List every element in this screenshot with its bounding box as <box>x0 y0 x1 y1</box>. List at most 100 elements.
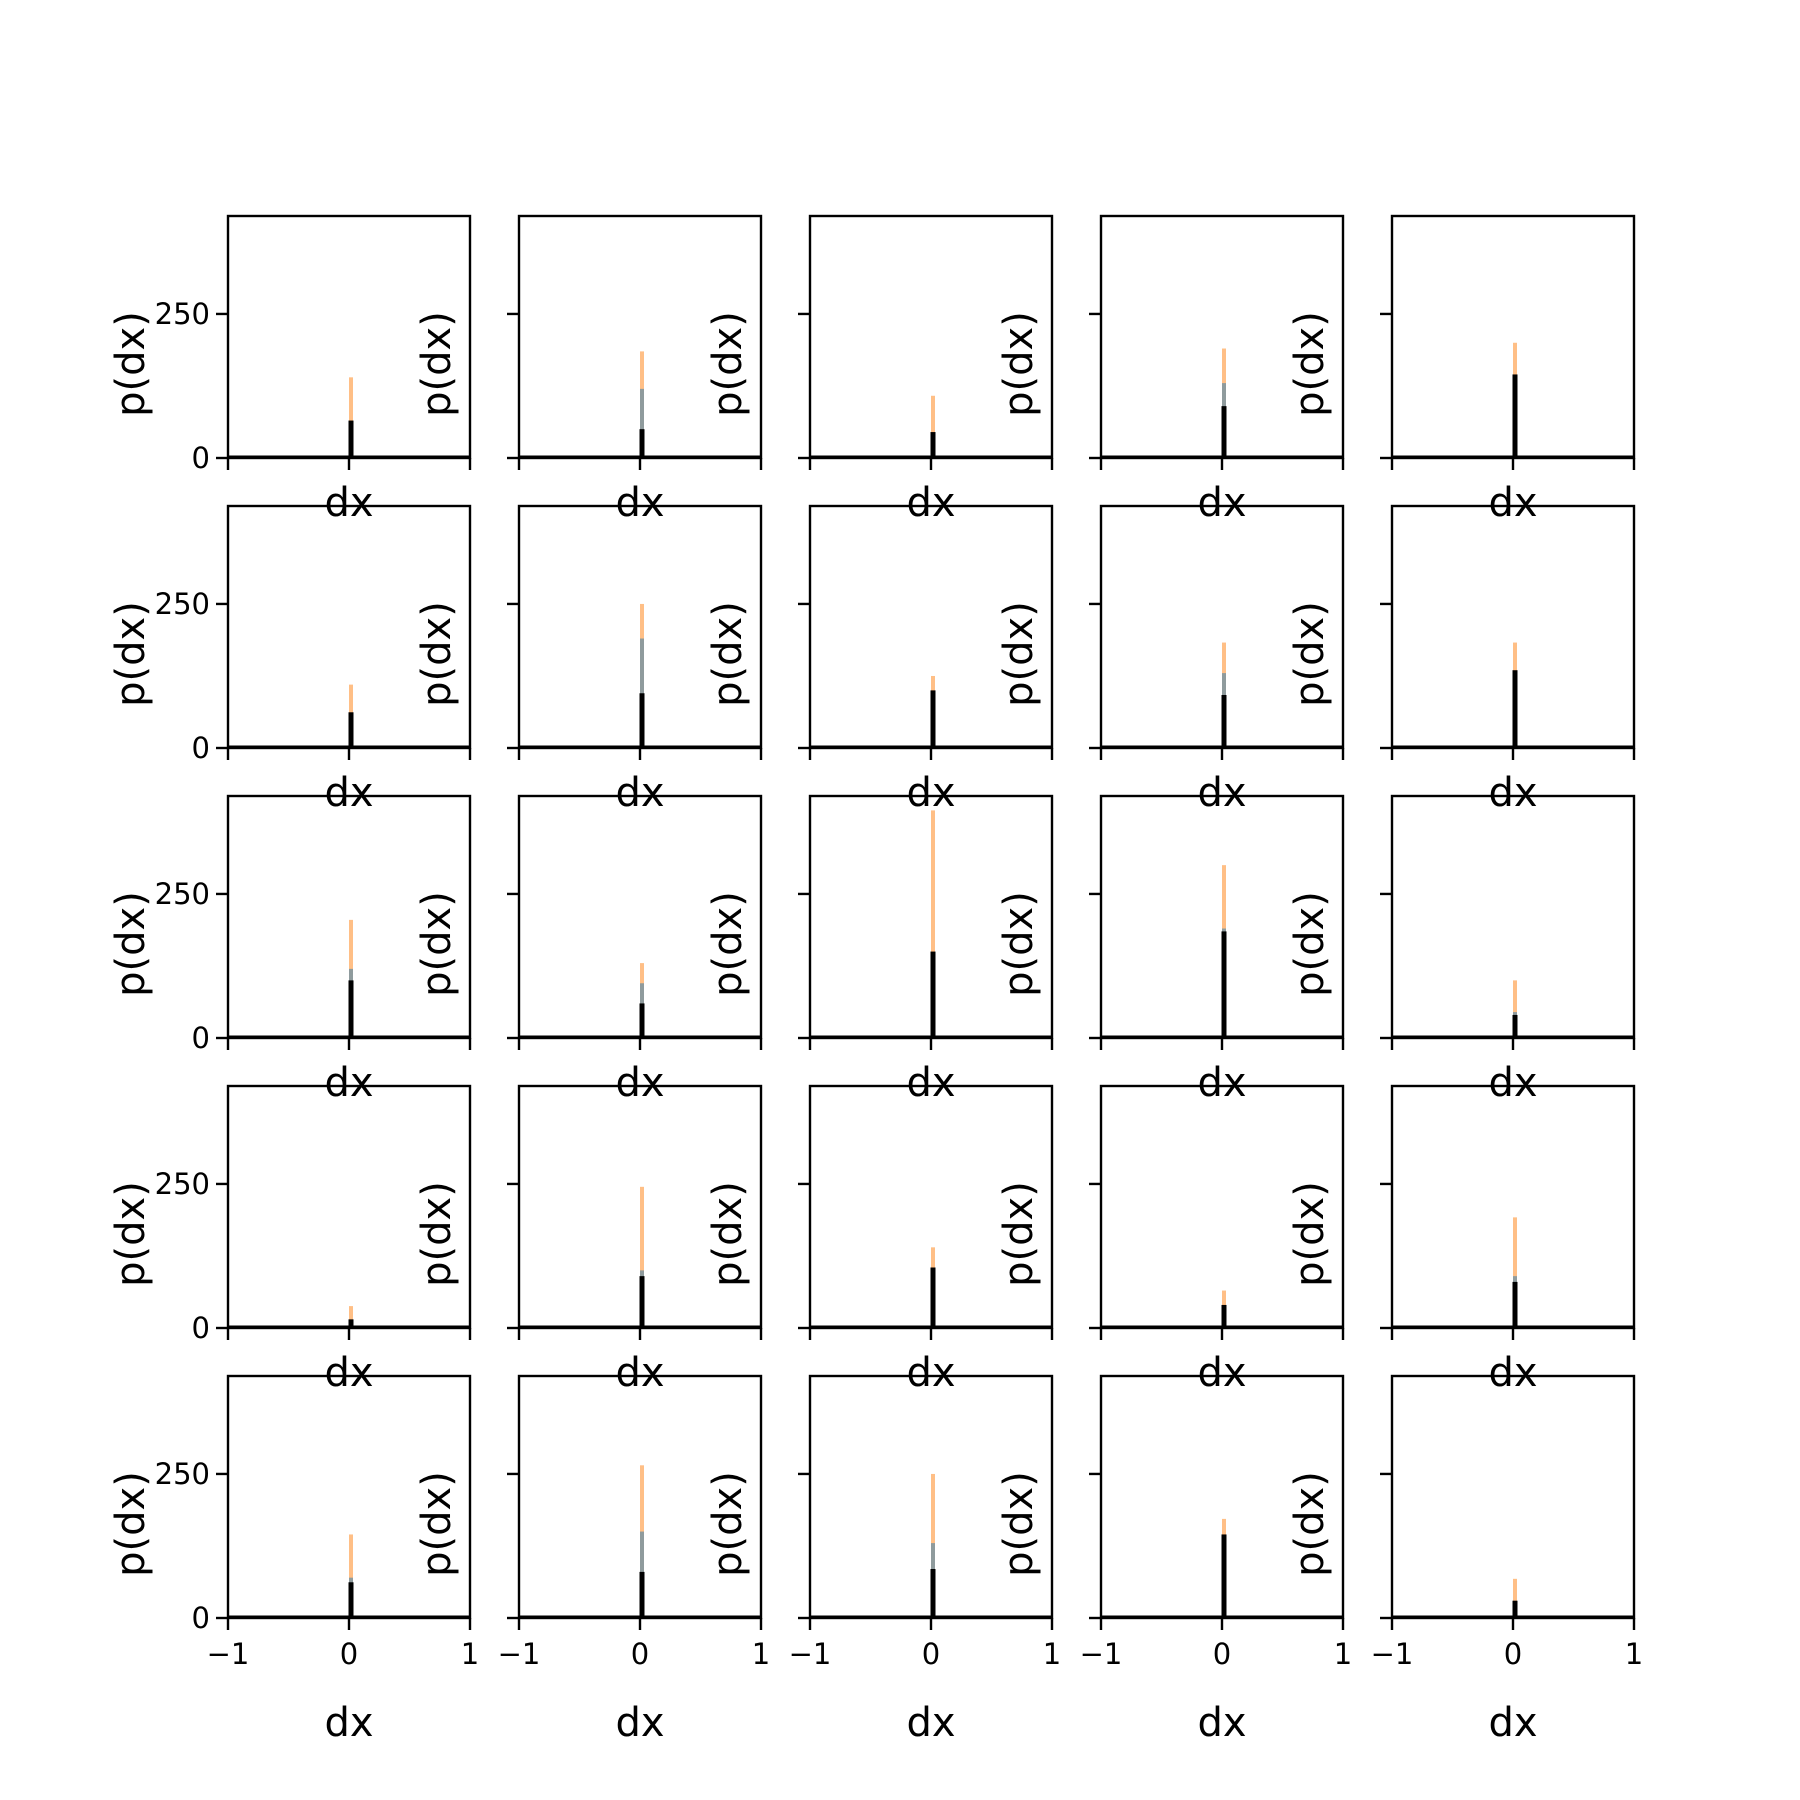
x-axis-label: dx <box>615 1350 664 1396</box>
y-axis-label: p(dx) <box>996 891 1042 997</box>
bar-orange <box>931 395 935 458</box>
x-axis-label: dx <box>1488 770 1537 816</box>
y-axis-label: p(dx) <box>1287 891 1333 997</box>
x-axis-label: dx <box>615 1060 664 1106</box>
ytick-label: 0 <box>192 1021 210 1055</box>
xtick-label: 1 <box>752 1637 770 1671</box>
subplot-2-1: 0 250 dx p(dx) <box>108 504 472 816</box>
bar-orange <box>349 1306 353 1328</box>
x-axis-label: dx <box>615 1700 664 1746</box>
subplot-2-2: dx p(dx) <box>414 504 763 816</box>
ytick-label: 250 <box>155 587 210 621</box>
xtick-label: 0 <box>922 1637 940 1671</box>
y-axis-label: p(dx) <box>108 891 154 997</box>
bar-black <box>639 1571 645 1618</box>
bar-black <box>1221 406 1227 458</box>
bar-blue <box>640 388 644 458</box>
y-axis-label: p(dx) <box>996 601 1042 707</box>
bar-orange <box>1513 980 1517 1038</box>
subplot-2-3: dx p(dx) <box>705 504 1054 816</box>
x-axis-label: dx <box>1197 1700 1246 1746</box>
xtick-label: 0 <box>340 1637 358 1671</box>
subplot-1-3: dx p(dx) <box>705 214 1054 526</box>
subplot-4-3: dx p(dx) <box>705 1084 1054 1396</box>
x-axis-label: dx <box>1197 1350 1246 1396</box>
x-axis-label: dx <box>906 1350 955 1396</box>
x-axis-label: dx <box>324 1700 373 1746</box>
x-axis-label: dx <box>324 1350 373 1396</box>
subplot-4-1: 0 250 dx p(dx) <box>108 1084 472 1396</box>
y-axis-label: p(dx) <box>414 601 460 707</box>
x-axis-label: dx <box>324 480 373 526</box>
xtick-label: 1 <box>461 1637 479 1671</box>
bar-orange <box>1513 1578 1517 1618</box>
bar-black <box>930 1569 936 1618</box>
bar-black <box>639 1003 645 1038</box>
x-axis-label: dx <box>1197 1060 1246 1106</box>
y-axis-label: p(dx) <box>1287 601 1333 707</box>
bar-black <box>639 693 645 748</box>
bar-orange <box>640 1186 644 1328</box>
bar-black <box>930 690 936 748</box>
xtick-label: −1 <box>789 1637 832 1671</box>
x-axis-label: dx <box>1197 480 1246 526</box>
bar-black <box>1512 1014 1518 1038</box>
ytick-label: 250 <box>155 1457 210 1491</box>
subplot-1-4: dx p(dx) <box>996 214 1345 526</box>
y-axis-label: p(dx) <box>996 311 1042 417</box>
y-axis-label: p(dx) <box>414 1471 460 1577</box>
bar-black <box>1512 1281 1518 1328</box>
subplot-2-4: dx p(dx) <box>996 504 1345 816</box>
bar-black <box>1512 374 1518 458</box>
bar-black <box>348 1582 354 1618</box>
y-axis-label: p(dx) <box>108 1471 154 1577</box>
x-axis-label: dx <box>324 1060 373 1106</box>
xtick-label: 0 <box>1504 1637 1522 1671</box>
subplot-3-3: dx p(dx) <box>705 794 1054 1106</box>
subplot-3-5: dx p(dx) <box>1287 794 1636 1106</box>
xtick-label: 1 <box>1043 1637 1061 1671</box>
xtick-label: −1 <box>1080 1637 1123 1671</box>
y-axis-label: p(dx) <box>1287 311 1333 417</box>
subplot-4-5: dx p(dx) <box>1287 1084 1636 1396</box>
x-axis-label: dx <box>615 770 664 816</box>
ytick-label: 250 <box>155 877 210 911</box>
ytick-label: 0 <box>192 441 210 475</box>
ytick-label: 250 <box>155 1167 210 1201</box>
bar-black <box>930 1267 936 1328</box>
bar-black <box>348 980 354 1038</box>
x-axis-label: dx <box>906 770 955 816</box>
bar-orange <box>349 377 353 458</box>
x-axis-label: dx <box>906 480 955 526</box>
subplot-5-2: −1 0 1 dx p(dx) <box>414 1374 770 1746</box>
bar-black <box>348 420 354 458</box>
y-axis-label: p(dx) <box>414 311 460 417</box>
x-axis-label: dx <box>906 1700 955 1746</box>
subplot-1-5: dx p(dx) <box>1287 214 1636 526</box>
y-axis-label: p(dx) <box>414 1181 460 1287</box>
bar-black <box>1512 670 1518 748</box>
x-axis-label: dx <box>1488 1350 1537 1396</box>
x-axis-label: dx <box>906 1060 955 1106</box>
y-axis-label: p(dx) <box>996 1471 1042 1577</box>
bar-black <box>930 951 936 1038</box>
y-axis-label: p(dx) <box>108 1181 154 1287</box>
y-axis-label: p(dx) <box>705 311 751 417</box>
subplot-5-3: −1 0 1 dx p(dx) <box>705 1374 1061 1746</box>
xtick-label: 1 <box>1334 1637 1352 1671</box>
xtick-label: −1 <box>1371 1637 1414 1671</box>
y-axis-label: p(dx) <box>108 601 154 707</box>
subplot-3-2: dx p(dx) <box>414 794 763 1106</box>
bar-orange <box>349 1534 353 1618</box>
bar-black <box>1221 931 1227 1038</box>
xtick-label: −1 <box>498 1637 541 1671</box>
subplot-1-2: dx p(dx) <box>414 214 763 526</box>
y-axis-label: p(dx) <box>1287 1181 1333 1287</box>
x-axis-label: dx <box>1488 480 1537 526</box>
x-axis-label: dx <box>615 480 664 526</box>
bar-black <box>930 432 936 458</box>
subplot-3-4: dx p(dx) <box>996 794 1345 1106</box>
subplot-5-5: −1 0 1 dx p(dx) <box>1287 1374 1643 1746</box>
bar-black <box>1512 1600 1518 1618</box>
